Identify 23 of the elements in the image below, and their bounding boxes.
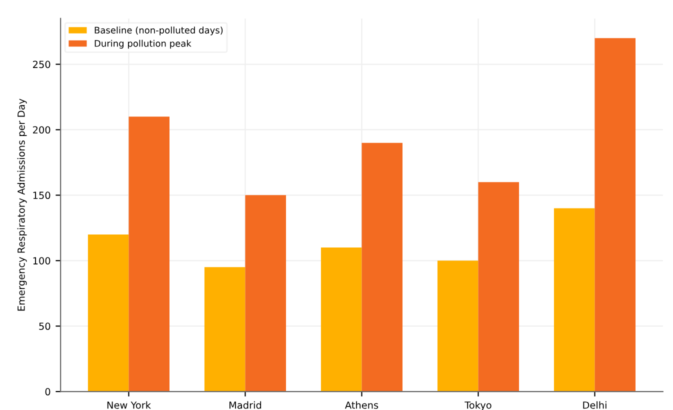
bar (88, 234, 129, 392)
bar (362, 142, 403, 392)
x-tick-label: Athens (344, 401, 378, 409)
x-tick-label: New York (107, 401, 151, 409)
legend-label: During pollution peak (94, 40, 192, 49)
bar (320, 248, 362, 392)
y-axis-title: Emergency Respiratory Admissions per Day (17, 98, 27, 311)
x-tick-label: Madrid (229, 401, 262, 409)
y-tick-label: 100 (33, 257, 50, 264)
bar (478, 182, 520, 392)
y-tick-label: 150 (33, 192, 50, 200)
y-tick-label: 200 (33, 126, 50, 134)
x-tick-label: Delhi (583, 401, 606, 409)
bar (245, 195, 286, 392)
bar (128, 116, 170, 392)
bar (594, 38, 636, 392)
bar (554, 208, 595, 392)
y-tick-label: 250 (33, 60, 50, 68)
legend-label: Baseline (non-polluted days) (94, 26, 223, 36)
bar (204, 267, 246, 392)
bar (437, 260, 478, 392)
y-tick-label: 50 (39, 322, 50, 330)
y-tick-label: 0 (45, 388, 50, 396)
